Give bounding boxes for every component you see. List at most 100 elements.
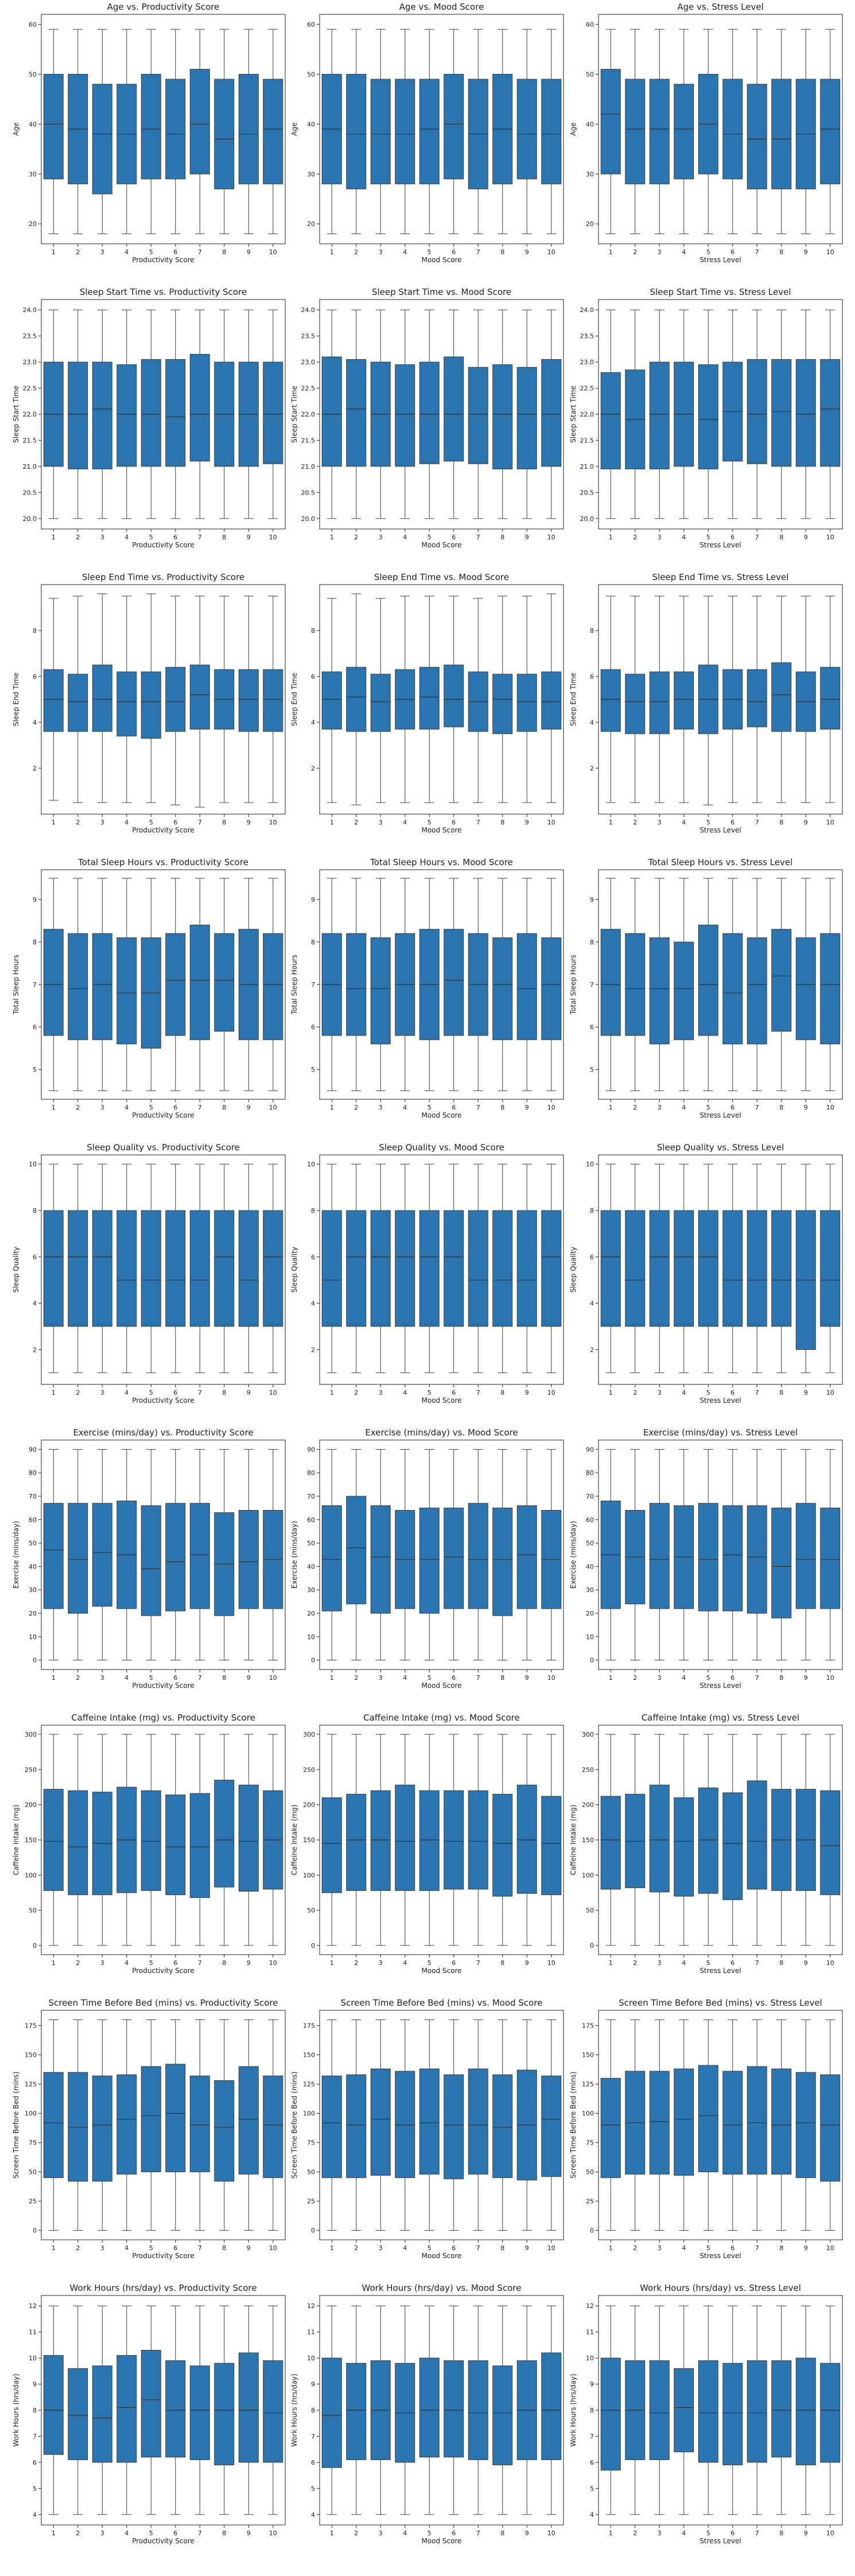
x-tick-label: 9 <box>247 2530 251 2537</box>
x-tick-label: 8 <box>222 819 226 826</box>
y-tick-label: 100 <box>582 2110 594 2118</box>
x-tick-label: 10 <box>269 819 277 826</box>
y-tick-label: 22.0 <box>23 411 37 418</box>
y-tick-label: 50 <box>29 1540 37 1547</box>
y-tick-label: 21.5 <box>580 437 594 444</box>
x-tick-label: 3 <box>658 819 662 826</box>
y-tick-label: 10 <box>586 1161 594 1168</box>
x-axis-label: Stress Level <box>699 1682 741 1690</box>
y-tick-label: 11 <box>307 2329 315 2336</box>
y-tick-label: 175 <box>25 2022 37 2030</box>
y-tick-label: 4 <box>590 2511 594 2519</box>
x-axis-label: Productivity Score <box>132 256 195 264</box>
y-tick-label: 50 <box>307 71 315 78</box>
plot-frame <box>319 14 564 244</box>
y-axis-label: Sleep End Time <box>290 672 298 726</box>
x-tick-label: 4 <box>403 2530 407 2537</box>
y-tick-label: 2 <box>590 765 594 772</box>
x-tick-label: 9 <box>525 1674 529 1682</box>
y-tick-label: 5 <box>33 1066 37 1073</box>
y-axis-label: Sleep Start Time <box>569 386 577 443</box>
plot-frame <box>598 1154 843 1385</box>
x-tick-label: 10 <box>269 1674 277 1682</box>
x-tick-label: 9 <box>804 1104 808 1111</box>
x-tick-label: 1 <box>609 2530 613 2537</box>
x-axis-label: Productivity Score <box>132 1967 195 1975</box>
y-tick-label: 50 <box>307 1540 315 1547</box>
x-tick-label: 7 <box>755 534 759 541</box>
x-tick-label: 2 <box>354 1389 358 1396</box>
chart-title: Exercise (mins/day) vs. Productivity Sco… <box>73 1427 253 1438</box>
x-tick-label: 9 <box>804 1389 808 1396</box>
x-tick-label: 4 <box>682 1959 686 1967</box>
x-axis-label: Stress Level <box>699 541 741 549</box>
y-tick-label: 60 <box>586 1516 594 1524</box>
x-tick-label: 1 <box>52 534 56 541</box>
y-tick-label: 60 <box>307 1516 315 1524</box>
box-5 <box>419 1210 440 1327</box>
box-8 <box>771 79 792 189</box>
x-tick-label: 5 <box>149 1389 153 1396</box>
x-tick-label: 6 <box>730 1104 734 1111</box>
x-tick-label: 10 <box>826 2244 834 2252</box>
box-6 <box>444 356 464 462</box>
box-4 <box>674 84 694 180</box>
y-tick-label: 9 <box>311 2381 315 2388</box>
chart-panel-2: Age vs. Mood Score 20 30 40 50 60 1 2 3 4 5 6 7 8 9 10 M… <box>290 2 564 264</box>
box-2 <box>346 359 367 467</box>
box-1 <box>600 2357 621 2471</box>
box-5 <box>141 2066 161 2173</box>
y-tick-label: 0 <box>590 1657 594 1664</box>
y-tick-label: 6 <box>33 2459 37 2466</box>
x-tick-label: 8 <box>500 1104 504 1111</box>
y-tick-label: 70 <box>307 1493 315 1500</box>
x-tick-label: 2 <box>633 1674 637 1682</box>
chart-title: Age vs. Productivity Score <box>107 2 220 12</box>
y-tick-label: 80 <box>586 1469 594 1477</box>
box-8 <box>214 2363 235 2465</box>
x-tick-label: 5 <box>149 1674 153 1682</box>
x-tick-label: 5 <box>428 1959 432 1967</box>
x-axis-label: Mood Score <box>421 2252 461 2260</box>
box-10 <box>541 1210 562 1327</box>
x-tick-label: 1 <box>330 1959 334 1967</box>
x-tick-label: 9 <box>525 1104 529 1111</box>
x-tick-label: 2 <box>76 534 80 541</box>
y-tick-label: 8 <box>590 1207 594 1215</box>
box-4 <box>674 2068 694 2176</box>
chart-title: Total Sleep Hours vs. Stress Level <box>648 857 793 867</box>
chart-panel-9: Sleep End Time vs. Stress Level 2 4 6 8 1 2 3 4 5… <box>569 572 843 834</box>
x-tick-label: 10 <box>269 1959 277 1967</box>
box-10 <box>541 937 562 1040</box>
box-2 <box>625 1793 646 1888</box>
y-tick-label: 250 <box>303 1766 315 1773</box>
box-1 <box>600 1796 621 1890</box>
y-tick-label: 24.0 <box>301 306 316 314</box>
box-3 <box>649 937 670 1045</box>
y-tick-label: 70 <box>586 1493 594 1500</box>
box-3 <box>92 84 112 194</box>
x-tick-label: 10 <box>547 2244 555 2252</box>
plot-frame <box>319 1439 564 1670</box>
x-tick-label: 4 <box>125 2244 129 2252</box>
x-tick-label: 10 <box>826 819 834 826</box>
x-tick-label: 2 <box>633 1104 637 1111</box>
x-tick-label: 1 <box>52 248 56 256</box>
x-tick-label: 2 <box>76 819 80 826</box>
box-8 <box>492 1793 513 1897</box>
x-tick-label: 3 <box>379 819 383 826</box>
box-7 <box>747 84 767 189</box>
x-tick-label: 1 <box>609 2244 613 2252</box>
box-8 <box>492 2365 513 2465</box>
y-tick-label: 9 <box>590 896 594 904</box>
x-tick-label: 3 <box>100 248 104 256</box>
chart-panel-17: Exercise (mins/day) vs. Mood Score 0 10 20 3… <box>290 1427 564 1690</box>
y-tick-label: 125 <box>303 2081 315 2088</box>
box-5 <box>698 1503 718 1612</box>
box-8 <box>771 1507 792 1618</box>
x-tick-label: 8 <box>779 1959 783 1967</box>
x-tick-label: 5 <box>149 819 153 826</box>
x-tick-label: 2 <box>76 248 80 256</box>
box-5 <box>419 2068 440 2175</box>
y-tick-label: 200 <box>303 1801 315 1809</box>
